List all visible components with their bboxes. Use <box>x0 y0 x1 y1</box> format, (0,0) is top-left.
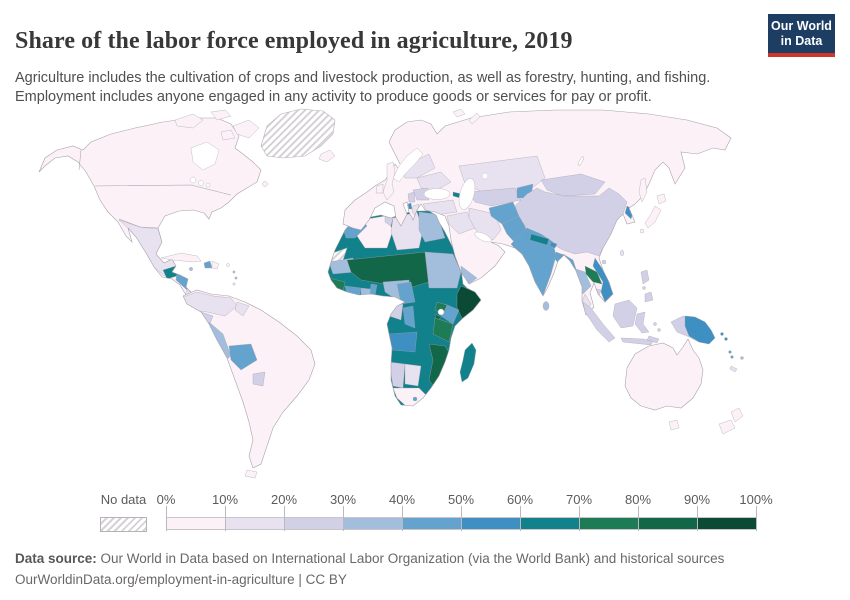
legend-tick-label: 30% <box>329 492 357 507</box>
legend-bin-swatch[interactable] <box>402 517 461 530</box>
legend-tick-label: 80% <box>624 492 652 507</box>
owid-logo[interactable]: Our World in Data <box>768 14 835 57</box>
legend-tick-mark <box>461 506 462 531</box>
legend-bin-swatch[interactable] <box>638 517 697 530</box>
legend-tick-mark <box>638 506 639 531</box>
world-map-choropleth[interactable] <box>25 106 825 488</box>
legend-tick-label: 70% <box>565 492 593 507</box>
legend-tick-mark <box>579 506 580 531</box>
region-greenland[interactable] <box>260 108 336 159</box>
continent-africa[interactable] <box>327 210 482 407</box>
region-east-asia-islands[interactable] <box>542 177 667 311</box>
legend-no-data-label: No data <box>100 492 147 507</box>
world-map-svg[interactable] <box>25 106 825 488</box>
data-source-line: Data source: Our World in Data based on … <box>15 548 835 569</box>
legend-tick-mark <box>225 506 226 531</box>
legend-bin-swatch[interactable] <box>579 517 638 530</box>
legend-tick-mark <box>520 506 521 531</box>
data-source-text: Our World in Data based on International… <box>96 551 725 566</box>
legend-bin-swatch[interactable] <box>520 517 579 530</box>
legend-bin-swatch[interactable] <box>697 517 756 530</box>
continent-eurasia[interactable] <box>342 109 732 316</box>
region-atlantic-islands[interactable] <box>318 108 481 201</box>
owid-logo-line2: in Data <box>780 33 823 48</box>
chart-footer: Data source: Our World in Data based on … <box>15 548 835 590</box>
legend-tick-mark <box>166 506 167 531</box>
legend-tick-label: 100% <box>739 492 773 507</box>
legend-tick-mark <box>697 506 698 531</box>
legend-tick-mark <box>284 506 285 531</box>
page-title: Share of the labor force employed in agr… <box>15 28 573 55</box>
legend-tick-mark <box>756 506 757 531</box>
legend-tick-label: 0% <box>156 492 176 507</box>
legend-bin-swatch[interactable] <box>343 517 402 530</box>
region-maritime-sea[interactable] <box>582 299 744 373</box>
continent-oceania[interactable] <box>624 338 744 435</box>
owid-logo-line1: Our World <box>771 19 832 33</box>
legend-tick-mark <box>343 506 344 531</box>
legend-tick-label: 60% <box>506 492 534 507</box>
legend-scale: 0% 10% 20% 30% 40% 50% 60% 70% 80% 90% 100% <box>157 492 773 534</box>
chart-subtitle: Agriculture includes the cultivation of … <box>15 69 711 106</box>
legend-tick-label: 90% <box>683 492 711 507</box>
legend-tick-label: 50% <box>447 492 475 507</box>
legend-tick-label: 10% <box>211 492 239 507</box>
legend-tick-label: 40% <box>388 492 416 507</box>
license-line[interactable]: OurWorldinData.org/employment-in-agricul… <box>15 572 347 587</box>
legend-bin-swatch[interactable] <box>461 517 520 530</box>
legend-no-data-swatch[interactable] <box>100 517 147 532</box>
legend-scale-bar <box>166 517 756 530</box>
region-papua-new-guinea <box>684 315 716 345</box>
legend-bin-swatch[interactable] <box>284 517 343 530</box>
legend-bin-swatch[interactable] <box>166 517 225 530</box>
legend-no-data[interactable]: No data <box>100 492 147 532</box>
legend-tick-mark <box>402 506 403 531</box>
legend-bin-swatch[interactable] <box>225 517 284 530</box>
continent-south-america[interactable] <box>181 289 316 479</box>
map-legend: No data 0% 10% 20% 30% 40% 50% 60% 70% 80% 90% 100… <box>0 492 850 534</box>
legend-tick-label: 20% <box>270 492 298 507</box>
region-madagascar <box>459 342 477 383</box>
region-caribbean[interactable] <box>160 252 238 286</box>
data-source-label: Data source: <box>15 551 97 566</box>
